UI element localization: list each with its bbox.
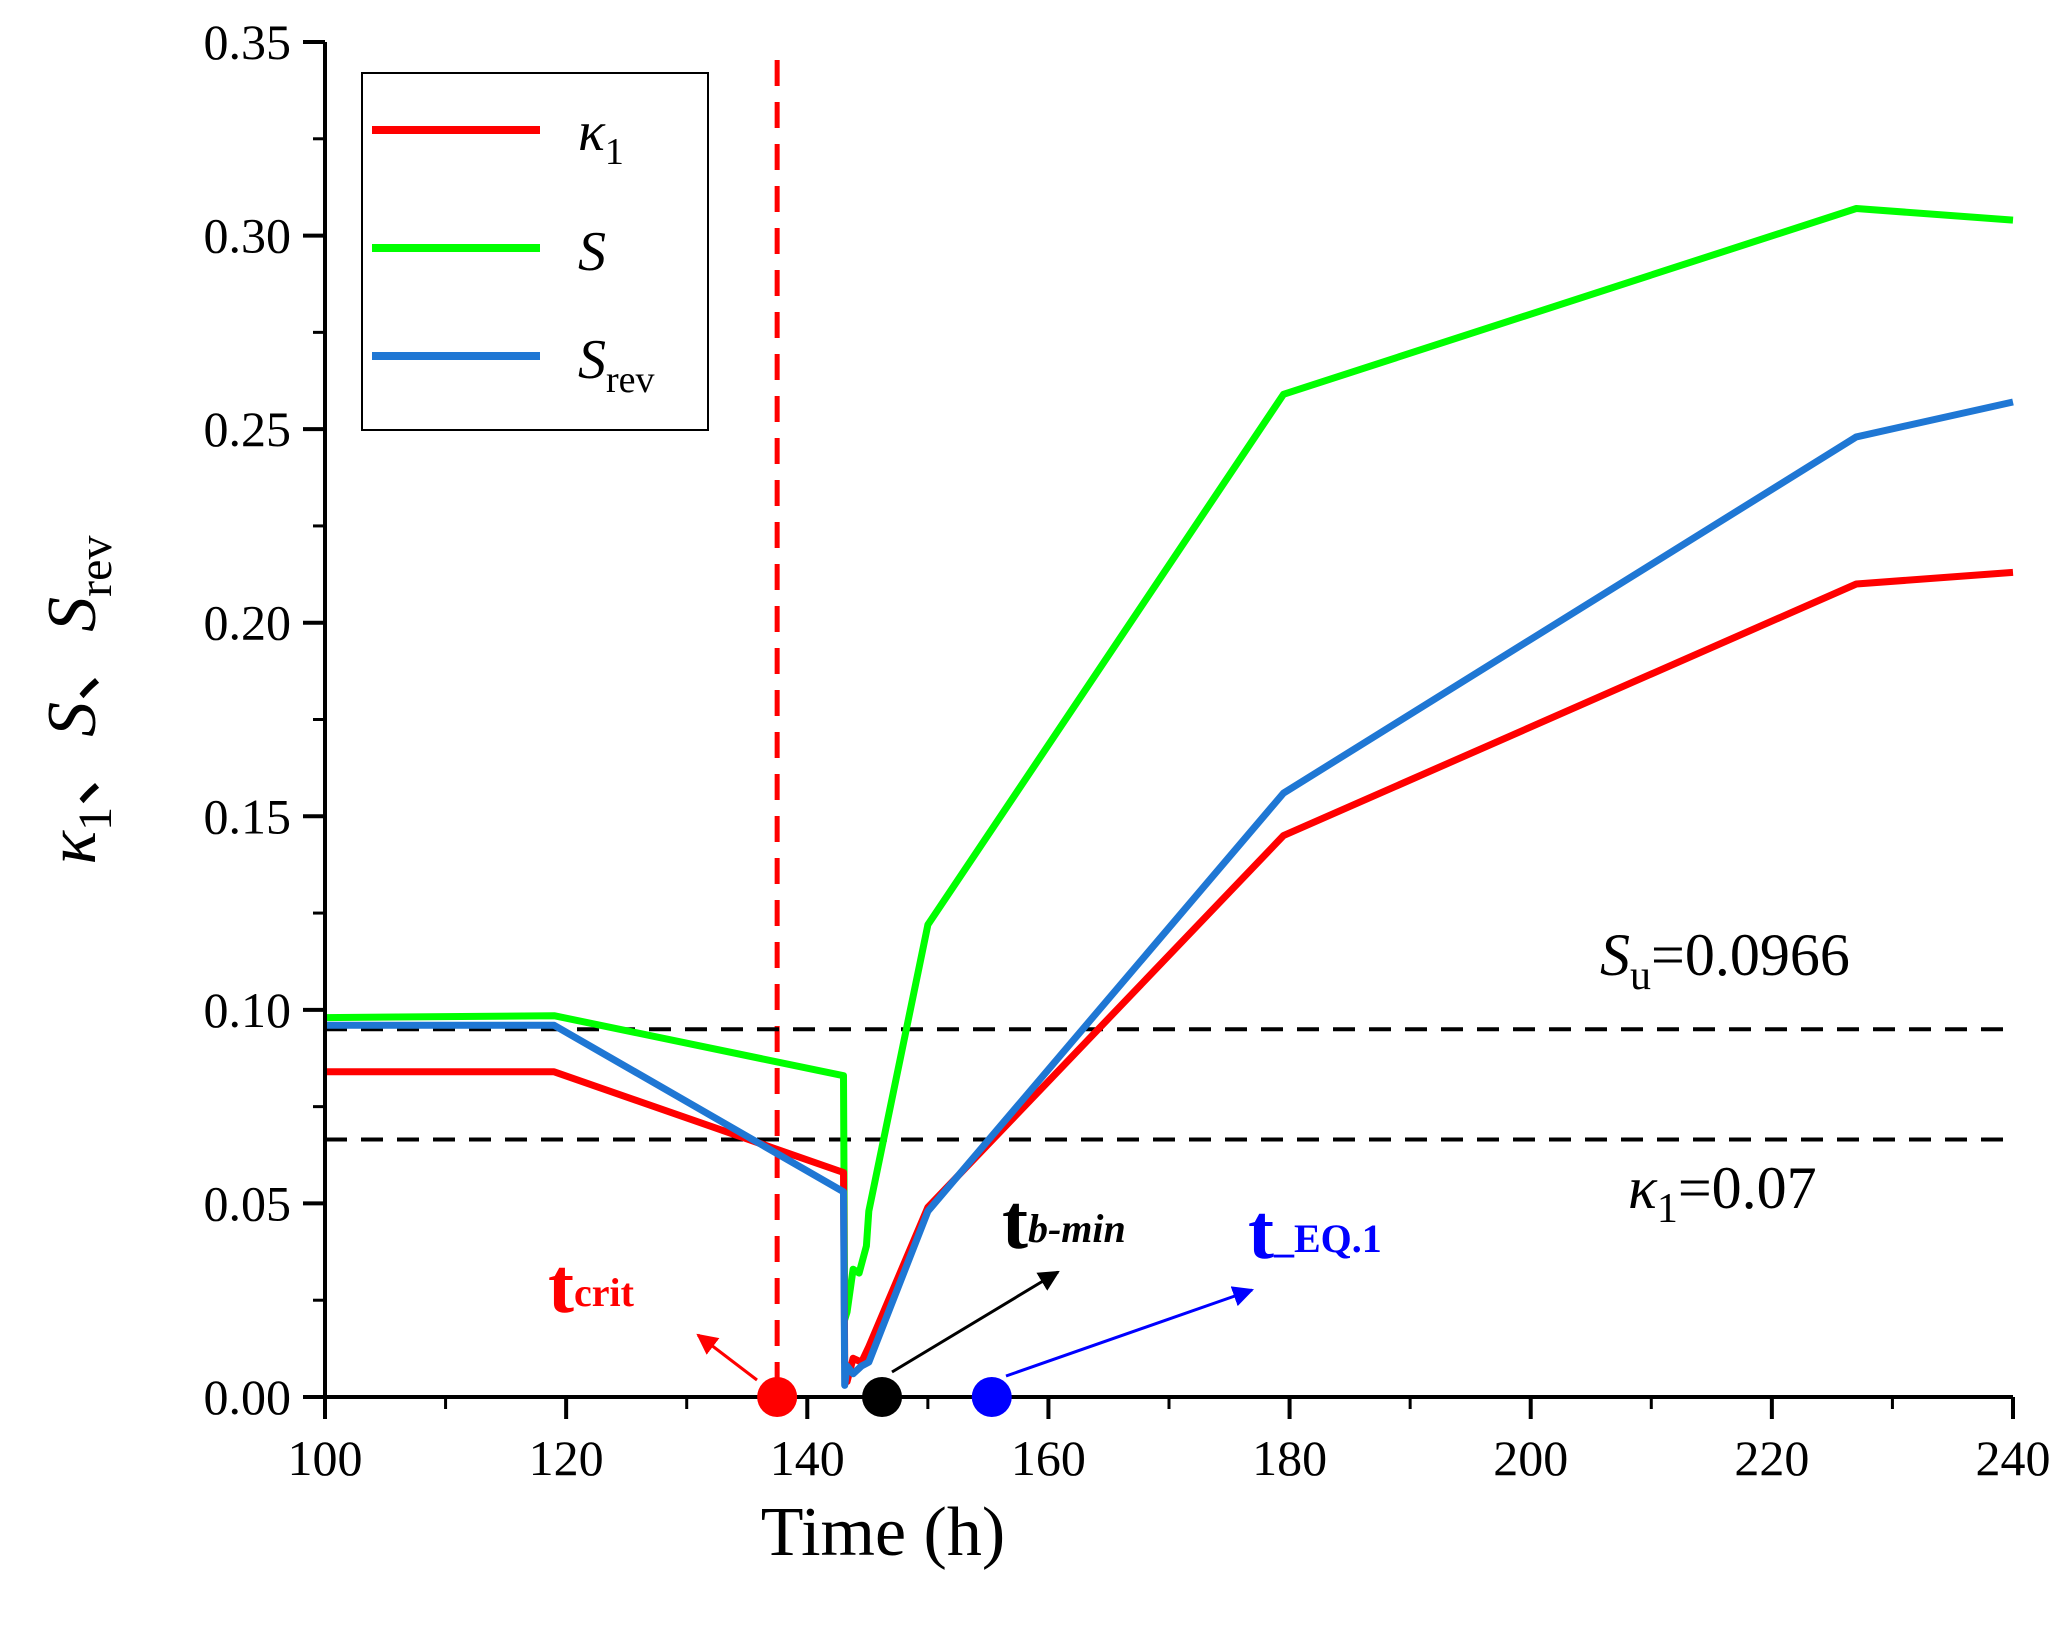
- series-line-s: [324, 205, 2014, 1324]
- y-tick-label: 0.30: [204, 208, 292, 264]
- t-crit-arrow: [696, 1333, 758, 1382]
- legend-label-s: S: [578, 221, 606, 283]
- y-axis-title: κ1、S、Srev: [34, 536, 122, 865]
- y-tick-label: 0.25: [204, 401, 292, 457]
- t-eq1-label: t_EQ.1: [1248, 1188, 1382, 1275]
- x-tick-label: 120: [529, 1430, 604, 1486]
- series-line-κ1: [325, 568, 2014, 1385]
- x-tick-label: 100: [288, 1430, 363, 1486]
- t-crit-label: tcrit: [548, 1242, 635, 1329]
- x-tick-labels: 100 120 140 160 180 200 220 240: [288, 1430, 2051, 1486]
- y-tick-label: 0.35: [204, 14, 292, 70]
- legend: κ1 S Srev: [361, 72, 709, 431]
- x-tick-label: 220: [1734, 1430, 1809, 1486]
- y-tick-label: 0.00: [204, 1369, 292, 1425]
- marker-t-b-min: [862, 1377, 903, 1417]
- y-tick-label: 0.20: [204, 595, 292, 651]
- threshold-lines: [325, 1027, 2013, 1142]
- series-group: [324, 205, 2014, 1389]
- y-tick-labels: 0.00 0.05 0.10 0.15 0.20 0.25 0.30 0.35: [204, 14, 292, 1425]
- marker-t-crit: [757, 1377, 798, 1417]
- y-tick-label: 0.15: [204, 788, 292, 844]
- x-tick-label: 160: [1011, 1430, 1086, 1486]
- x-tick-label: 240: [1976, 1430, 2051, 1486]
- marker-group: [757, 1377, 1012, 1417]
- legend-label-srev: Srev: [578, 329, 655, 401]
- t-b-min-label: tb-min: [1002, 1178, 1126, 1265]
- y-tick-label: 0.10: [204, 982, 292, 1038]
- t-b-min-arrow: [891, 1270, 1060, 1374]
- x-tick-label: 140: [770, 1430, 845, 1486]
- legend-label-k1: κ1: [578, 101, 624, 173]
- x-tick-label: 180: [1252, 1430, 1327, 1486]
- k1-threshold-label: κ1=0.07: [1628, 1155, 1817, 1232]
- su-threshold-label: Su=0.0966: [1600, 922, 1850, 999]
- y-tick-label: 0.05: [204, 1175, 292, 1231]
- x-axis-title: Time (h): [761, 1494, 1005, 1571]
- series-line-srev: [325, 398, 2014, 1389]
- t-eq1-arrow: [1005, 1286, 1254, 1378]
- marker-t-eq-1: [971, 1377, 1012, 1417]
- x-tick-label: 200: [1493, 1430, 1568, 1486]
